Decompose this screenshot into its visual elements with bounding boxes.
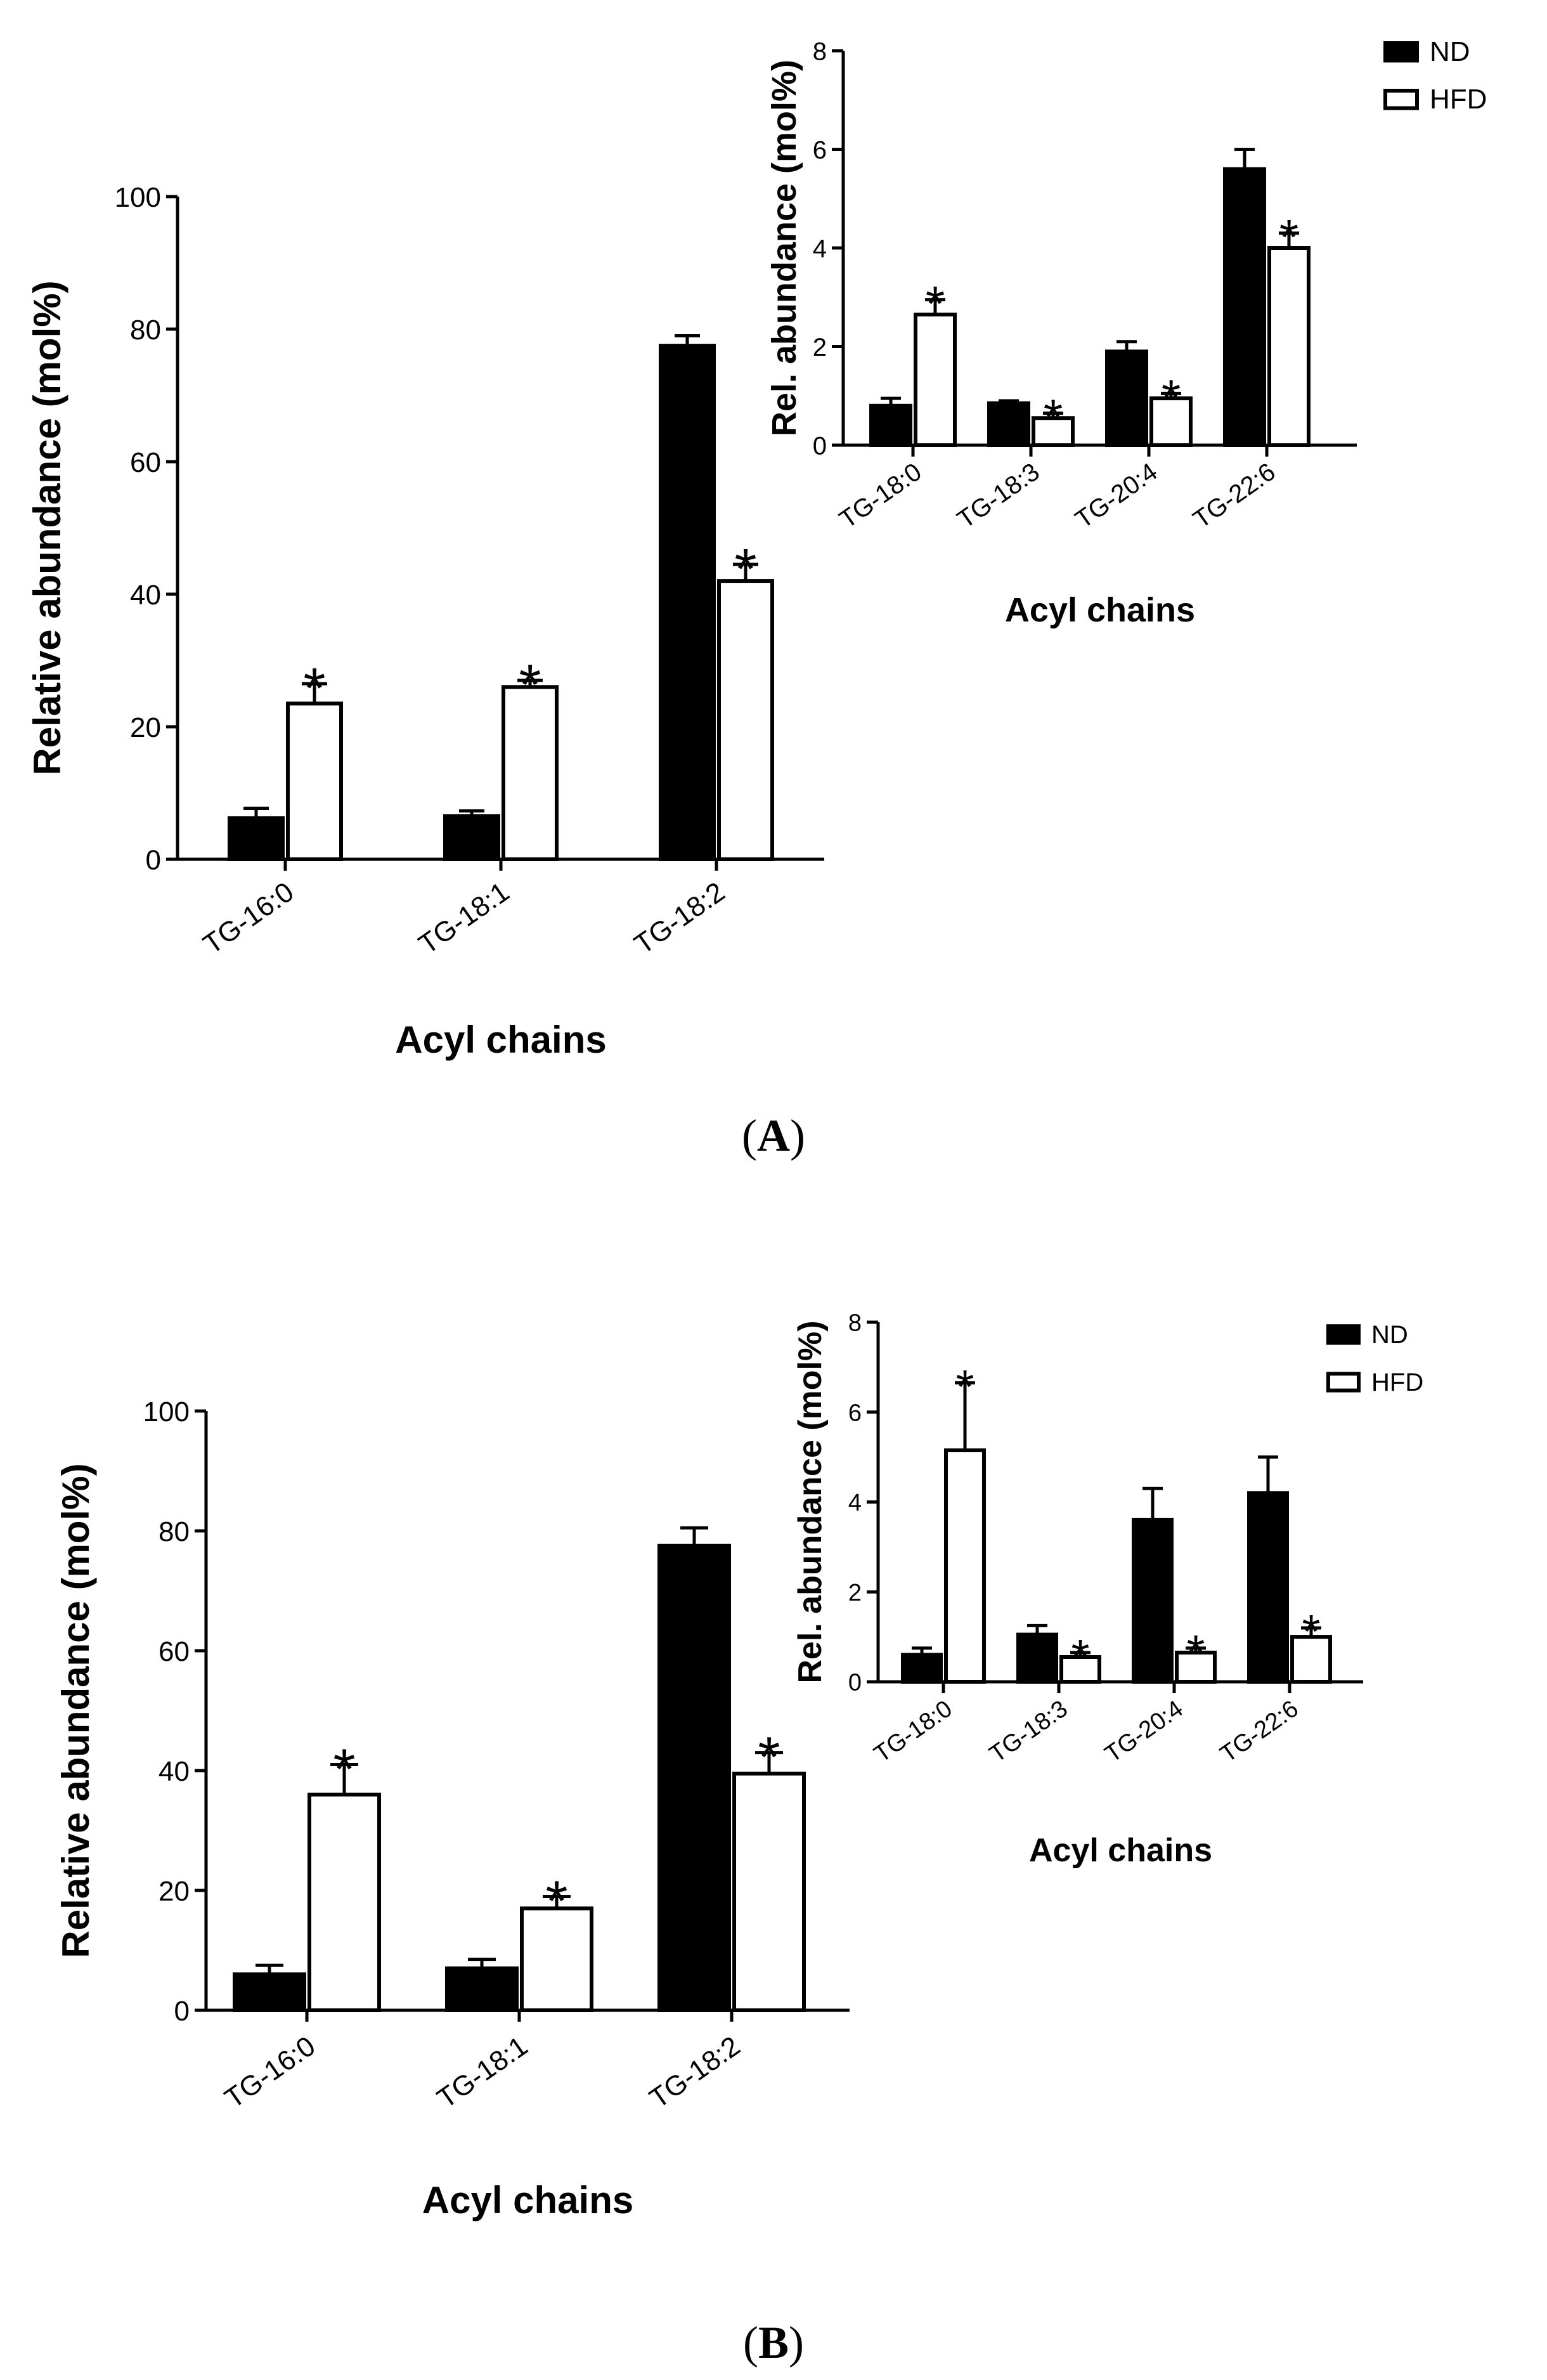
y-tick-label: 8 <box>813 37 827 65</box>
panel-label-a: (A) <box>742 1110 805 1161</box>
bar-nd-tg-18-0 <box>901 1653 943 1684</box>
y-tick-label: 60 <box>130 447 161 478</box>
legend-swatch-hfd <box>1326 1372 1361 1393</box>
bar-hfd-tg-18-2 <box>732 1771 806 2013</box>
y-tick-label: 20 <box>130 712 161 743</box>
x-tick-label: TG-22:6 <box>1215 1695 1303 1767</box>
significance-marker: * <box>1044 389 1063 445</box>
bar-nd-tg-18-2 <box>659 344 716 861</box>
x-tick-label: TG-18:0 <box>834 458 926 534</box>
y-tick-label: 2 <box>813 334 827 361</box>
y-tick-label: 0 <box>146 845 161 876</box>
significance-marker: * <box>333 1738 355 1801</box>
bar-nd-tg-22-6 <box>1247 1491 1289 1684</box>
significance-marker: * <box>303 657 325 720</box>
bar-nd-tg-18-1 <box>445 1966 519 2013</box>
y-tick-label: 40 <box>159 1756 190 1787</box>
bar-hfd-tg-16-0 <box>307 1792 381 2013</box>
y-tick-label: 20 <box>159 1876 190 1907</box>
y-tick-label: 2 <box>848 1580 862 1606</box>
y-tick-label: 6 <box>848 1400 862 1426</box>
bar-hfd-tg-18-1 <box>502 685 559 862</box>
chart-a-main: 020406080100TG-16:0*TG-18:1*TG-18:2*Rela… <box>26 182 824 1061</box>
bar-nd-tg-16-0 <box>233 1972 306 2013</box>
y-tick-label: 4 <box>848 1490 862 1516</box>
y-tick-label: 8 <box>848 1310 862 1337</box>
significance-marker: * <box>1071 1630 1090 1682</box>
panel-label-b: (B) <box>743 2317 804 2368</box>
bar-hfd-tg-18-3 <box>1032 416 1075 447</box>
x-tick-label: TG-18:3 <box>952 458 1044 534</box>
bar-hfd-tg-18-3 <box>1059 1655 1101 1684</box>
y-tick-label: 60 <box>159 1636 190 1667</box>
y-tick-label: 0 <box>848 1670 862 1696</box>
y-tick-label: 4 <box>813 235 827 263</box>
bar-hfd-tg-18-0 <box>914 312 957 447</box>
x-tick-label: TG-16:0 <box>198 876 299 961</box>
y-axis-title: Relative abundance (mol%) <box>26 280 68 775</box>
legend-label-hfd: HFD <box>1371 1369 1423 1396</box>
y-tick-label: 6 <box>813 136 827 164</box>
significance-marker: * <box>926 275 945 331</box>
x-axis-title: Acyl chains <box>1029 1832 1212 1869</box>
bar-nd-tg-18-1 <box>443 814 500 861</box>
bar-nd-tg-18-0 <box>869 403 912 447</box>
bar-nd-tg-16-0 <box>228 816 285 861</box>
legend-swatch-nd <box>1383 41 1419 63</box>
significance-marker: * <box>758 1726 780 1789</box>
x-axis-title: Acyl chains <box>395 1018 607 1061</box>
x-tick-label: TG-18:3 <box>985 1695 1072 1767</box>
legend-label-nd: ND <box>1371 1321 1408 1349</box>
bar-hfd-tg-18-1 <box>520 1906 593 2013</box>
legend-label-nd: ND <box>1430 36 1470 67</box>
x-axis-title: Acyl chains <box>422 2179 634 2221</box>
significance-marker: * <box>1187 1625 1205 1678</box>
y-tick-label: 80 <box>159 1516 190 1547</box>
significance-marker: * <box>956 1360 974 1413</box>
bar-hfd-tg-22-6 <box>1290 1635 1332 1684</box>
significance-marker: * <box>1279 209 1298 264</box>
y-tick-label: 100 <box>115 182 161 213</box>
significance-marker: * <box>1302 1605 1321 1658</box>
bar-hfd-tg-16-0 <box>286 701 343 862</box>
chart-b-main: 0 20 40 60 80 100 TG-16:0 * TG-18:1 * TG-18:2 * Rela… <box>55 1396 850 2221</box>
bar-nd-tg-18-3 <box>1016 1632 1058 1684</box>
significance-marker: * <box>1162 369 1181 425</box>
y-tick-label: 80 <box>130 315 161 346</box>
legend-swatch-hfd <box>1383 89 1419 110</box>
legend-label-hfd: HFD <box>1430 84 1487 115</box>
x-tick-label: TG-18:0 <box>869 1695 957 1767</box>
bar-nd-tg-22-6 <box>1223 167 1266 447</box>
y-axis-title: Relative abundance (mol%) <box>55 1463 97 1958</box>
x-tick-label: TG-16:0 <box>219 2031 321 2115</box>
x-tick-label: TG-18:2 <box>644 2031 746 2115</box>
bar-nd-tg-20-4 <box>1105 349 1148 448</box>
bar-nd-tg-18-2 <box>657 1544 731 2012</box>
x-tick-label: TG-20:4 <box>1100 1695 1188 1767</box>
bar-hfd-tg-18-0 <box>944 1448 986 1684</box>
y-tick-label: 0 <box>813 432 827 460</box>
x-tick-label: TG-18:2 <box>629 876 730 961</box>
x-tick-label: TG-22:6 <box>1188 458 1280 534</box>
y-tick-label: 40 <box>130 580 161 611</box>
bar-hfd-tg-18-2 <box>717 579 774 861</box>
bar-nd-tg-20-4 <box>1132 1518 1174 1684</box>
legend-swatch-nd <box>1326 1324 1361 1345</box>
y-axis-title: Rel. abundance (mol%) <box>792 1320 829 1683</box>
chart-a-inset: 02468TG-18:0*TG-18:3*TG-20:4*TG-22:6*Rel… <box>765 36 1487 629</box>
x-axis-title: Acyl chains <box>1005 591 1195 629</box>
x-tick-label: TG-20:4 <box>1070 458 1162 534</box>
y-tick-label: 0 <box>174 1996 190 2027</box>
bar-nd-tg-18-3 <box>987 401 1030 447</box>
y-axis-title: Rel. abundance (mol%) <box>765 60 803 436</box>
x-tick-label: TG-18:1 <box>432 2031 533 2115</box>
y-tick-label: 100 <box>143 1396 190 1427</box>
bar-hfd-tg-22-6 <box>1267 246 1311 447</box>
significance-marker: * <box>545 1870 567 1933</box>
x-tick-label: TG-18:1 <box>413 876 515 961</box>
significance-marker: * <box>734 538 756 601</box>
significance-marker: * <box>519 654 541 717</box>
chart-b-inset: 02468TG-18:0*TG-18:3*TG-20:4*TG-22:6*Rel… <box>792 1310 1423 1869</box>
